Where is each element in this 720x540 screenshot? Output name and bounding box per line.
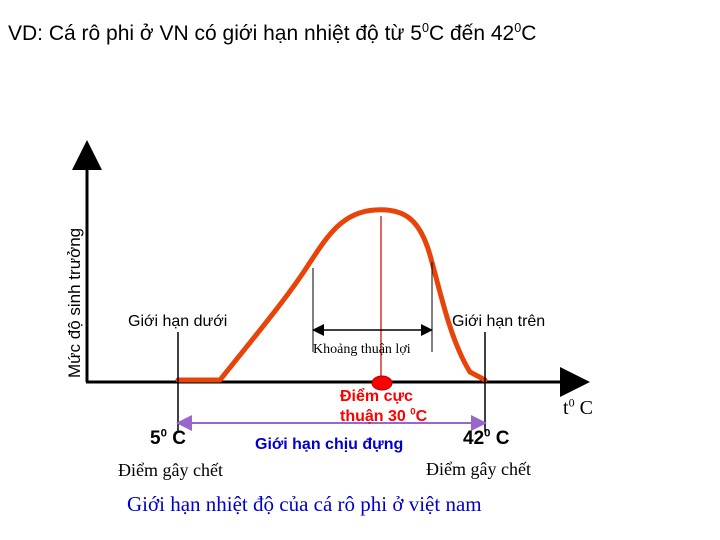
tolerance-label: Giới hạn chịu đựng [255,436,404,453]
y-axis-label: Mức độ sinh trưởng [65,227,84,378]
low-temp-label: 50 C [150,427,186,449]
optimal-point-label: Điểm cực thuận 30 0C [340,388,428,425]
diagram-caption: Giới hạn nhiệt độ của cá rô phi ở việt n… [127,492,482,516]
optimal-point-marker [371,375,393,391]
upper-limit-label: Giới hạn trên [452,313,546,330]
favorable-range-label: Khoảng thuận lợi [313,342,411,357]
lower-limit-label: Giới hạn dưới [128,313,228,330]
high-death-point-label: Điểm gây chết [426,459,531,479]
tolerance-curve [175,207,488,383]
low-death-point-label: Điểm gây chết [118,460,223,480]
x-axis-label: t0 C [563,395,593,419]
high-temp-label: 420 C [463,427,510,449]
page-title: VD: Cá rô phi ở VN có giới hạn nhiệt độ … [8,21,537,45]
